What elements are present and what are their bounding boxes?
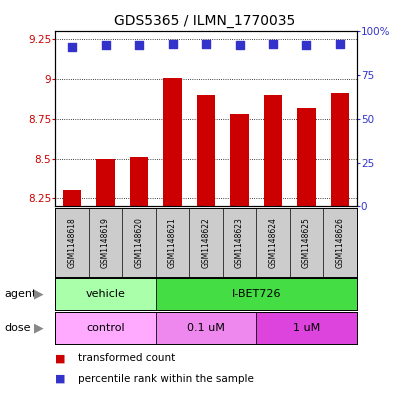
Point bbox=[269, 40, 276, 47]
Bar bbox=[55, 278, 155, 310]
Bar bbox=[256, 312, 356, 344]
Text: 1 uM: 1 uM bbox=[292, 323, 319, 333]
Text: 0.1 uM: 0.1 uM bbox=[187, 323, 225, 333]
Text: GSM1148623: GSM1148623 bbox=[234, 217, 243, 268]
Text: I-BET726: I-BET726 bbox=[231, 289, 280, 299]
Text: GSM1148618: GSM1148618 bbox=[67, 217, 76, 268]
Point bbox=[236, 42, 242, 49]
Text: percentile rank within the sample: percentile rank within the sample bbox=[78, 374, 253, 384]
Bar bbox=[330, 94, 348, 206]
Text: ■: ■ bbox=[55, 353, 66, 364]
Text: transformed count: transformed count bbox=[78, 353, 175, 364]
Text: control: control bbox=[86, 323, 125, 333]
Bar bbox=[55, 312, 155, 344]
Point bbox=[102, 42, 109, 49]
Point bbox=[202, 40, 209, 47]
Bar bbox=[130, 157, 148, 206]
Text: GSM1148626: GSM1148626 bbox=[335, 217, 344, 268]
Bar bbox=[163, 77, 181, 206]
Bar bbox=[155, 312, 256, 344]
Bar bbox=[96, 159, 115, 206]
Text: vehicle: vehicle bbox=[85, 289, 125, 299]
Point bbox=[69, 44, 75, 50]
Bar bbox=[230, 114, 248, 206]
Text: ■: ■ bbox=[55, 374, 66, 384]
Point bbox=[135, 42, 142, 49]
Text: GDS5365 / ILMN_1770035: GDS5365 / ILMN_1770035 bbox=[114, 14, 295, 28]
Text: ▶: ▶ bbox=[34, 321, 44, 334]
Text: GSM1148619: GSM1148619 bbox=[101, 217, 110, 268]
Bar bbox=[297, 108, 315, 206]
Text: GSM1148621: GSM1148621 bbox=[168, 217, 177, 268]
Text: GSM1148624: GSM1148624 bbox=[268, 217, 277, 268]
Point bbox=[302, 42, 309, 49]
Bar bbox=[155, 278, 356, 310]
Text: GSM1148622: GSM1148622 bbox=[201, 217, 210, 268]
Text: ▶: ▶ bbox=[34, 288, 44, 301]
Bar bbox=[63, 191, 81, 206]
Text: dose: dose bbox=[4, 323, 31, 333]
Text: GSM1148620: GSM1148620 bbox=[134, 217, 143, 268]
Point bbox=[336, 40, 342, 47]
Point bbox=[169, 40, 175, 47]
Text: agent: agent bbox=[4, 289, 36, 299]
Bar bbox=[196, 95, 215, 206]
Bar bbox=[263, 95, 281, 206]
Text: GSM1148625: GSM1148625 bbox=[301, 217, 310, 268]
